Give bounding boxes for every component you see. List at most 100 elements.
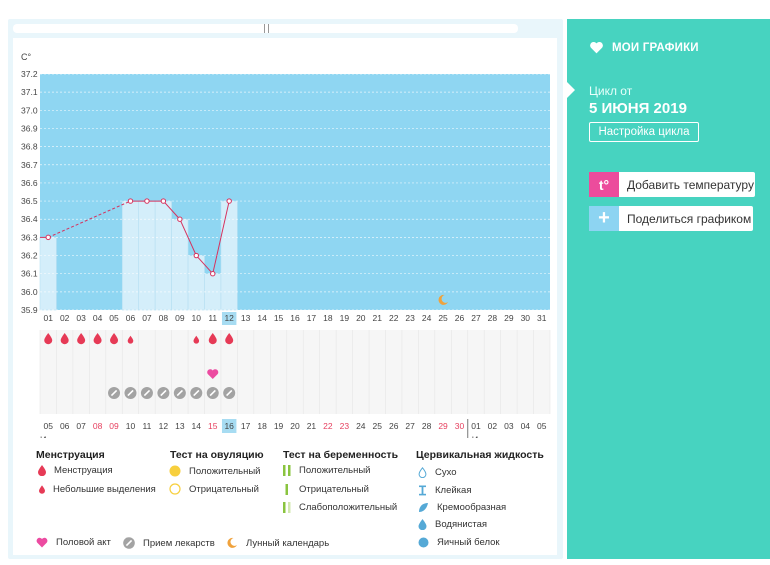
legend-pregnancy-negative: Отрицательный bbox=[283, 484, 369, 495]
cycle-day-label: 10 bbox=[192, 313, 202, 323]
legend-intercourse: Половой акт bbox=[36, 537, 111, 548]
y-tick-label: 36.7 bbox=[21, 160, 38, 170]
pill-icon-mark bbox=[226, 389, 233, 397]
legend-intercourse-label: Половой акт bbox=[56, 537, 111, 548]
y-tick-label: 37.0 bbox=[21, 105, 38, 115]
date-label: 01 bbox=[471, 421, 481, 431]
date-label: 02 bbox=[488, 421, 498, 431]
one-line-icon bbox=[285, 484, 288, 495]
y-tick-label: 36.6 bbox=[21, 178, 38, 188]
date-label: 29 bbox=[438, 421, 448, 431]
y-tick-label: 36.8 bbox=[21, 142, 38, 152]
date-label: 07 bbox=[76, 421, 86, 431]
cycle-day-label: 27 bbox=[471, 313, 481, 323]
panel-notch bbox=[567, 82, 575, 98]
cycle-day-label: 30 bbox=[521, 313, 531, 323]
legend-fluid-creamy: Кремообразная bbox=[418, 502, 506, 513]
legend-menstruation: Менструация bbox=[38, 465, 113, 476]
cycle-day-label: 02 bbox=[60, 313, 70, 323]
cycle-day-label: 01 bbox=[43, 313, 53, 323]
pill-icon-mark bbox=[209, 389, 216, 397]
date-label: 08 bbox=[93, 421, 103, 431]
cycle-day-label: 03 bbox=[76, 313, 86, 323]
date-label: 20 bbox=[290, 421, 300, 431]
share-chart-label: Поделиться графиком bbox=[627, 211, 752, 226]
y-tick-label: 36.9 bbox=[21, 123, 38, 133]
cycle-day-label: 17 bbox=[307, 313, 317, 323]
legend-fluid-eggwhite-label: Яичный белок bbox=[437, 537, 500, 548]
date-label: 22 bbox=[323, 421, 333, 431]
pill-icon-mark bbox=[176, 389, 184, 397]
legend-menstruation-title: Менструация bbox=[36, 449, 105, 461]
small-drop-icon bbox=[193, 335, 200, 344]
cycle-from-label: Цикл от bbox=[589, 84, 633, 98]
add-temperature-button[interactable]: t° Добавить температуру bbox=[589, 172, 755, 197]
legend-fluid-dry-label: Сухо bbox=[435, 467, 457, 478]
empty-circle-icon bbox=[169, 483, 181, 495]
legend-menstruation-label: Менструация bbox=[54, 465, 113, 476]
temperature-segment bbox=[163, 200, 181, 220]
legend-pregnancy-positive: Положительный bbox=[283, 465, 370, 476]
legend-fluid-title: Цервикальная жидкость bbox=[416, 449, 544, 461]
y-tick-label: 36.3 bbox=[21, 232, 38, 242]
cycle-date: 5 ИЮНЯ 2019 bbox=[589, 100, 687, 117]
cycle-day-label: 23 bbox=[405, 313, 415, 323]
y-tick-label: 37.2 bbox=[21, 69, 38, 79]
pill-icon-mark bbox=[193, 389, 200, 397]
date-label: 21 bbox=[307, 421, 317, 431]
legend-lunar-label: Лунный календарь bbox=[246, 537, 330, 549]
horizontal-scrollbar[interactable] bbox=[13, 24, 518, 33]
date-label: 25 bbox=[373, 421, 383, 431]
yellow-circle-icon bbox=[169, 465, 181, 477]
legend-pregnancy-negative-label: Отрицательный bbox=[299, 484, 369, 495]
my-charts-menu[interactable]: МОИ ГРАФИКИ bbox=[589, 41, 699, 54]
temperature-point bbox=[127, 198, 134, 204]
pill-icon bbox=[123, 537, 135, 549]
cycle-day-label: 25 bbox=[438, 313, 448, 323]
temperature-segment bbox=[179, 219, 197, 256]
legend-ovulation-positive: Положительный bbox=[169, 465, 260, 477]
my-charts-label: МОИ ГРАФИКИ bbox=[612, 41, 699, 54]
blood-drop-icon bbox=[44, 333, 53, 345]
legend-fluid-watery: Водянистая bbox=[418, 519, 487, 530]
temperature-segment bbox=[212, 200, 230, 274]
cycle-day-label: 24 bbox=[422, 313, 432, 323]
legend-pregnancy-weak-label: Слабоположительный bbox=[299, 502, 398, 513]
pill-icon-mark bbox=[127, 389, 134, 397]
date-label: 12 bbox=[159, 421, 169, 431]
cycle-day-label: 18 bbox=[323, 313, 333, 323]
legend-fluid-sticky-label: Клейкая bbox=[435, 485, 472, 496]
temperature-point bbox=[144, 198, 150, 204]
date-label: 30 bbox=[455, 421, 465, 431]
cycle-settings-button[interactable]: Настройка цикла bbox=[589, 122, 699, 142]
y-tick-label: 36.4 bbox=[21, 214, 38, 224]
temperature-segment bbox=[195, 255, 214, 275]
date-label: 28 bbox=[422, 421, 432, 431]
date-label: 16 bbox=[224, 421, 234, 431]
egg-white-icon bbox=[418, 537, 429, 548]
date-label: 10 bbox=[126, 421, 136, 431]
legend-fluid-sticky: Клейкая bbox=[418, 485, 471, 496]
legend-fluid-dry: Сухо bbox=[418, 467, 457, 478]
date-label: 23 bbox=[340, 421, 350, 431]
cycle-day-label: 06 bbox=[126, 313, 136, 323]
cycle-day-label: 09 bbox=[175, 313, 185, 323]
temperature-point bbox=[160, 198, 167, 204]
date-label: 27 bbox=[405, 421, 415, 431]
month-start-label: Июнь bbox=[40, 435, 63, 438]
date-label: 13 bbox=[175, 421, 185, 431]
legend-medication-label: Прием лекарств bbox=[143, 537, 215, 549]
legend-ovulation-positive-label: Положительный bbox=[189, 465, 261, 477]
blood-drop-icon bbox=[208, 333, 217, 345]
right-panel bbox=[567, 19, 770, 559]
date-label: 04 bbox=[521, 421, 531, 431]
date-label: 17 bbox=[241, 421, 251, 431]
cycle-day-label: 07 bbox=[142, 313, 152, 323]
symbols-area bbox=[40, 330, 550, 414]
scroll-handle[interactable] bbox=[264, 24, 269, 33]
cycle-day-label: 08 bbox=[159, 313, 169, 323]
legend-pregnancy-positive-label: Положительный bbox=[299, 465, 371, 476]
y-tick-label: 35.9 bbox=[21, 305, 38, 315]
share-chart-button[interactable]: + Поделиться графиком bbox=[589, 206, 753, 231]
